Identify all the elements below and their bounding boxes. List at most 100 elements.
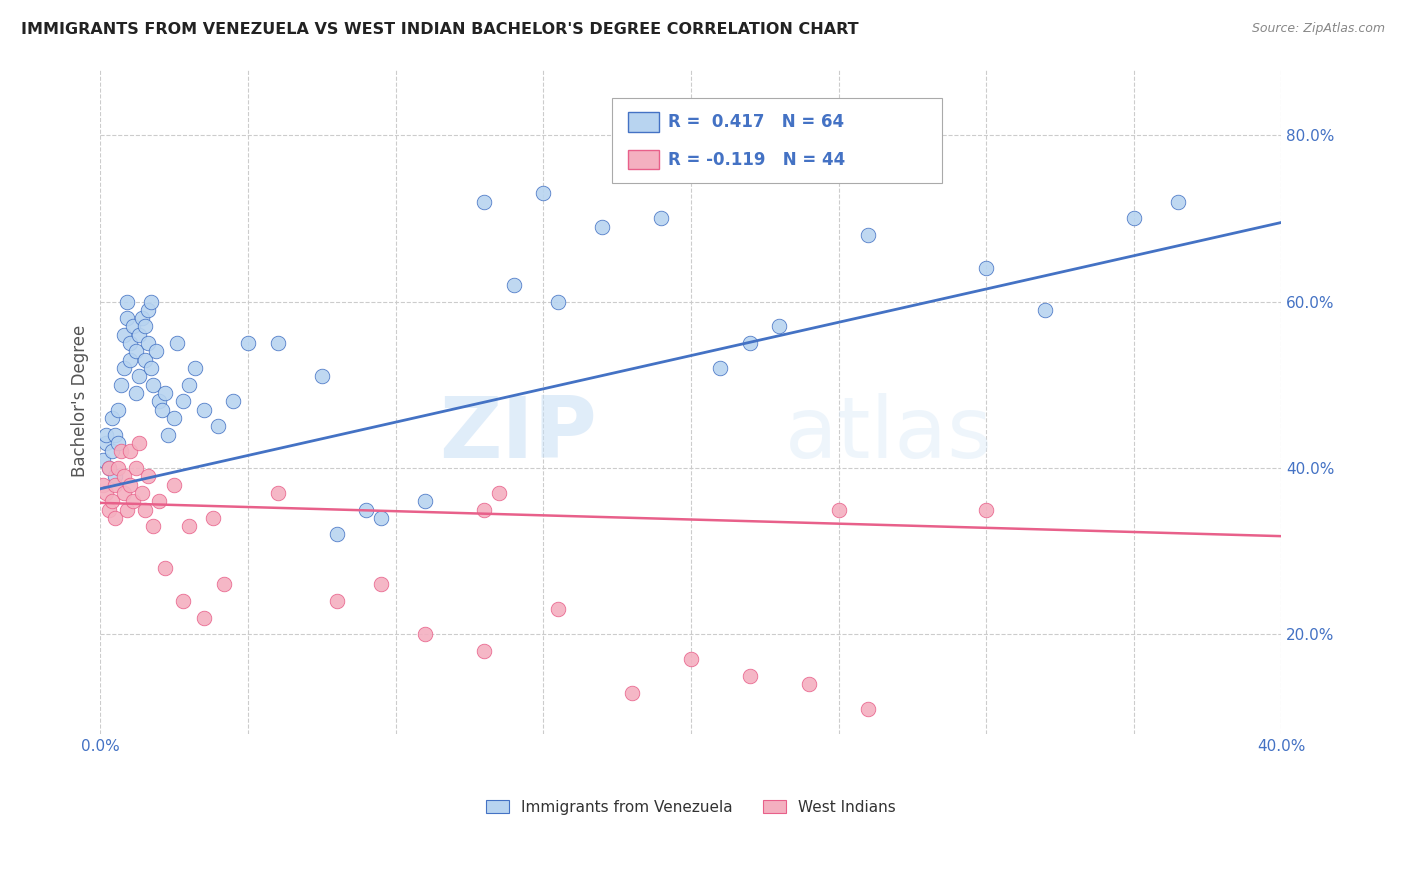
Point bbox=[128, 369, 150, 384]
Point bbox=[738, 336, 761, 351]
Point bbox=[107, 436, 129, 450]
Point bbox=[104, 477, 127, 491]
Point bbox=[236, 336, 259, 351]
Point bbox=[98, 502, 121, 516]
Point bbox=[325, 594, 347, 608]
Point bbox=[134, 319, 156, 334]
Point bbox=[104, 427, 127, 442]
Point bbox=[107, 461, 129, 475]
Point bbox=[125, 344, 148, 359]
Point bbox=[136, 302, 159, 317]
Point bbox=[370, 511, 392, 525]
Point bbox=[974, 502, 997, 516]
Point bbox=[101, 411, 124, 425]
Point bbox=[91, 477, 114, 491]
Point bbox=[148, 394, 170, 409]
Point bbox=[488, 486, 510, 500]
Point bbox=[118, 444, 141, 458]
Point bbox=[184, 361, 207, 376]
Point bbox=[112, 469, 135, 483]
Point bbox=[98, 461, 121, 475]
Point bbox=[172, 594, 194, 608]
Point bbox=[472, 502, 495, 516]
Text: Source: ZipAtlas.com: Source: ZipAtlas.com bbox=[1251, 22, 1385, 36]
Point bbox=[155, 386, 177, 401]
Point bbox=[177, 519, 200, 533]
Point bbox=[738, 669, 761, 683]
Point bbox=[620, 685, 643, 699]
Point bbox=[768, 319, 790, 334]
Point bbox=[145, 344, 167, 359]
Point bbox=[856, 702, 879, 716]
Point bbox=[679, 652, 702, 666]
Point bbox=[163, 477, 186, 491]
Point bbox=[115, 502, 138, 516]
Point bbox=[266, 336, 288, 351]
Point bbox=[148, 494, 170, 508]
Point bbox=[472, 194, 495, 209]
Point bbox=[91, 452, 114, 467]
Point bbox=[118, 336, 141, 351]
Point bbox=[139, 294, 162, 309]
Point bbox=[163, 411, 186, 425]
Text: atlas: atlas bbox=[786, 393, 994, 476]
Point bbox=[96, 427, 118, 442]
Point bbox=[472, 644, 495, 658]
Point bbox=[150, 402, 173, 417]
Point bbox=[128, 327, 150, 342]
Point bbox=[101, 444, 124, 458]
Legend: Immigrants from Venezuela, West Indians: Immigrants from Venezuela, West Indians bbox=[479, 794, 903, 821]
Point bbox=[121, 494, 143, 508]
Point bbox=[112, 327, 135, 342]
Point bbox=[134, 352, 156, 367]
Point bbox=[214, 577, 236, 591]
Text: R =  0.417   N = 64: R = 0.417 N = 64 bbox=[668, 113, 844, 131]
Point bbox=[370, 577, 392, 591]
Point bbox=[134, 502, 156, 516]
Point bbox=[193, 402, 215, 417]
Point bbox=[98, 461, 121, 475]
Point bbox=[201, 511, 224, 525]
Point bbox=[112, 361, 135, 376]
Point bbox=[413, 494, 436, 508]
Point bbox=[827, 502, 849, 516]
Point bbox=[325, 527, 347, 541]
Point bbox=[118, 352, 141, 367]
Point bbox=[155, 561, 177, 575]
Point bbox=[104, 511, 127, 525]
Point bbox=[547, 294, 569, 309]
Text: IMMIGRANTS FROM VENEZUELA VS WEST INDIAN BACHELOR'S DEGREE CORRELATION CHART: IMMIGRANTS FROM VENEZUELA VS WEST INDIAN… bbox=[21, 22, 859, 37]
Point bbox=[121, 319, 143, 334]
Point bbox=[118, 477, 141, 491]
Point bbox=[139, 361, 162, 376]
Point bbox=[650, 211, 672, 226]
Point bbox=[101, 494, 124, 508]
Point bbox=[125, 461, 148, 475]
Point bbox=[354, 502, 377, 516]
Text: ZIP: ZIP bbox=[439, 393, 596, 476]
Point bbox=[136, 336, 159, 351]
Y-axis label: Bachelor's Degree: Bachelor's Degree bbox=[72, 326, 89, 477]
Point bbox=[974, 261, 997, 276]
Point bbox=[112, 486, 135, 500]
Point bbox=[266, 486, 288, 500]
Point bbox=[797, 677, 820, 691]
Point bbox=[1122, 211, 1144, 226]
Point bbox=[172, 394, 194, 409]
Point bbox=[709, 361, 731, 376]
Point bbox=[142, 377, 165, 392]
Point bbox=[136, 469, 159, 483]
Point bbox=[413, 627, 436, 641]
Point bbox=[207, 419, 229, 434]
Point bbox=[115, 311, 138, 326]
Point bbox=[115, 294, 138, 309]
Point bbox=[157, 427, 180, 442]
Point bbox=[96, 436, 118, 450]
Point bbox=[96, 486, 118, 500]
Point bbox=[591, 219, 613, 234]
Text: R = -0.119   N = 44: R = -0.119 N = 44 bbox=[668, 151, 845, 169]
Point bbox=[107, 402, 129, 417]
Point bbox=[193, 610, 215, 624]
Point bbox=[502, 277, 524, 292]
Point bbox=[125, 386, 148, 401]
